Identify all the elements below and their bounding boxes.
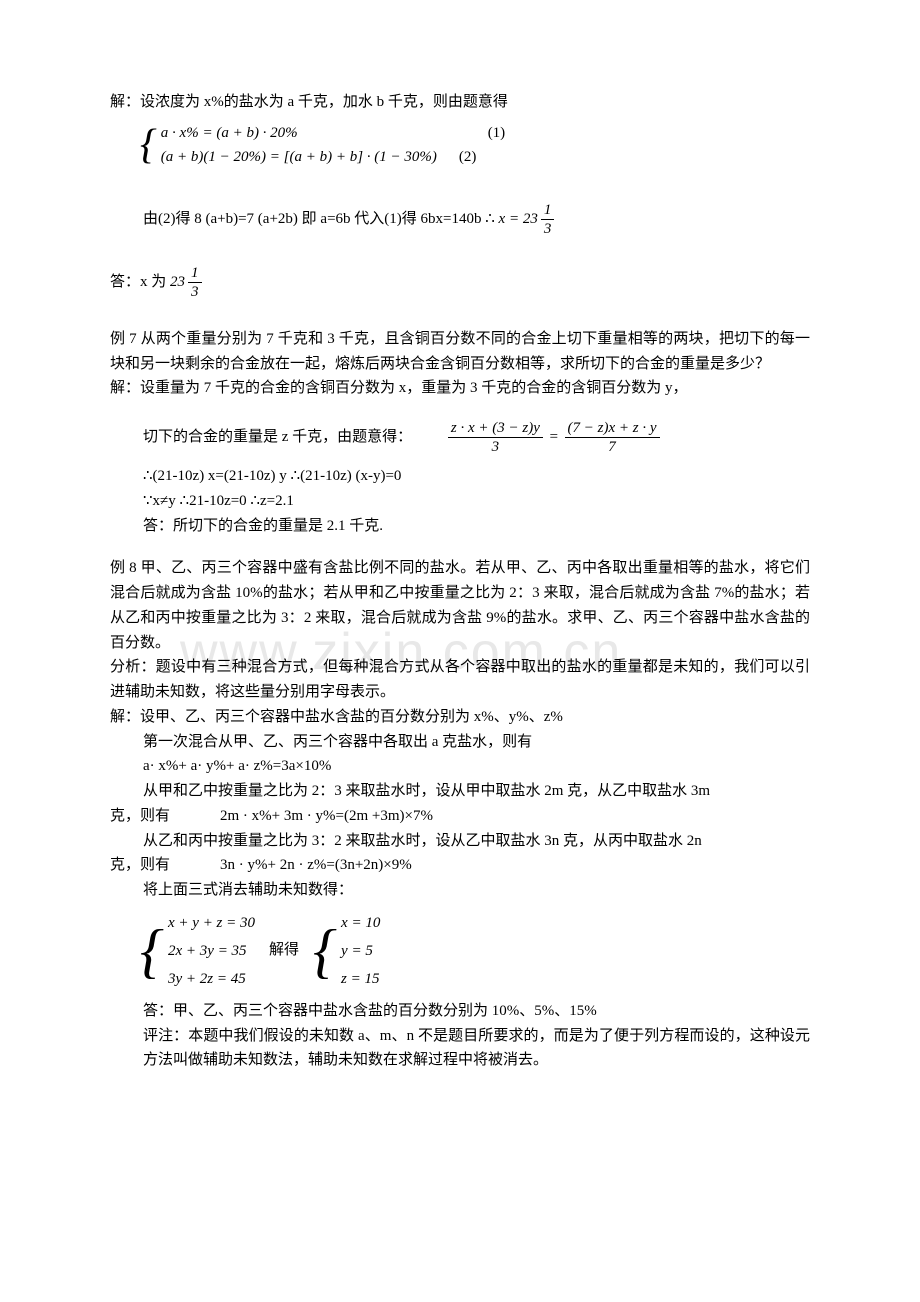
sec1-answer: 答：x 为 23 13 bbox=[110, 264, 810, 301]
eq1b-num: (2) bbox=[459, 149, 477, 165]
eq1a: a · x% = (a + b) · 20% bbox=[161, 125, 298, 141]
sec1-derivation: 由(2)得 8 (a+b)=7 (a+2b) 即 a=6b 代入(1)得 6bx… bbox=[110, 201, 810, 238]
ex7-sol5: 答：所切下的合金的重量是 2.1 千克. bbox=[110, 514, 810, 539]
ex8-system: { x + y + z = 30 2x + 3y = 35 3y + 2z = … bbox=[140, 909, 810, 993]
ex7-sol3: ∴(21-10z) x=(21-10z) y ∴(21-10z) (x-y)=0 bbox=[110, 464, 810, 489]
ex8-p8: 从乙和丙中按重量之比为 3：2 来取盐水时，设从乙中取盐水 3n 克，从丙中取盐… bbox=[110, 829, 810, 854]
ex7-equation: 切下的合金的重量是 z 千克，由题意得： z · x + (3 − z)y3 =… bbox=[110, 419, 810, 456]
ex7-sol1: 解：设重量为 7 千克的合金的含铜百分数为 x，重量为 3 千克的合金的含铜百分… bbox=[110, 376, 810, 401]
ex8-p2: 分析：题设中有三种混合方式，但每种混合方式从各个容器中取出的盐水的重量都是未知的… bbox=[110, 655, 810, 705]
eq1a-num: (1) bbox=[488, 125, 506, 141]
ex8-p5: a· x%+ a· y%+ a· z%=3a×10% bbox=[110, 754, 810, 779]
ex8-p6: 从甲和乙中按重量之比为 2：3 来取盐水时，设从甲中取盐水 2m 克，从乙中取盐… bbox=[110, 779, 810, 804]
ex8-note: 评注：本题中我们假设的未知数 a、m、n 不是题目所要求的，而是为了便于列方程而… bbox=[110, 1024, 810, 1074]
ex7-title: 例 7 从两个重量分别为 7 千克和 3 千克，且含铜百分数不同的合金上切下重量… bbox=[110, 327, 810, 377]
ex8-p10: 将上面三式消去辅助未知数得： bbox=[110, 878, 810, 903]
ex8-p3: 解：设甲、乙、丙三个容器中盐水含盐的百分数分别为 x%、y%、z% bbox=[110, 705, 810, 730]
ex8-p4: 第一次混合从甲、乙、丙三个容器中各取出 a 克盐水，则有 bbox=[110, 730, 810, 755]
eq1b: (a + b)(1 − 20%) = [(a + b) + b] · (1 − … bbox=[161, 149, 437, 165]
ex8-ans: 答：甲、乙、丙三个容器中盐水含盐的百分数分别为 10%、5%、15% bbox=[110, 999, 810, 1024]
ex8-p7: 克，则有2m · x%+ 3m · y%=(2m +3m)×7% bbox=[110, 804, 810, 829]
ex7-sol4: ∵x≠y ∴21-10z=0 ∴z=2.1 bbox=[110, 489, 810, 514]
sec1-line1: 解：设浓度为 x%的盐水为 a 千克，加水 b 千克，则由题意得 bbox=[110, 90, 810, 115]
sec1-eq-system: { a · x% = (a + b) · 20%(1) (a + b)(1 − … bbox=[140, 121, 810, 169]
ex8-p9: 克，则有3n · y%+ 2n · z%=(3n+2n)×9% bbox=[110, 853, 810, 878]
ex8-p1: 例 8 甲、乙、丙三个容器中盛有含盐比例不同的盐水。若从甲、乙、丙中各取出重量相… bbox=[110, 556, 810, 655]
